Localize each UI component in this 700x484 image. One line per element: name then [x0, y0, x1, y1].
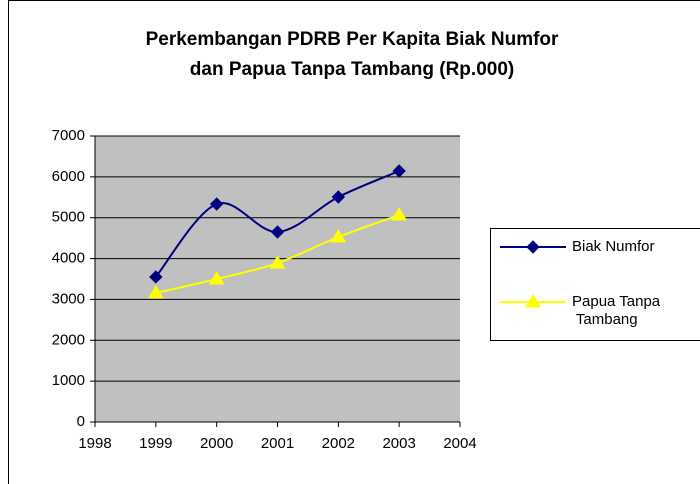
marker [270, 225, 285, 239]
marker [391, 207, 408, 221]
y-tick-label: 1000 [52, 372, 85, 389]
y-tick-label: 5000 [52, 209, 85, 226]
y-tick-label: 7000 [52, 127, 85, 144]
x-tick-label: 1999 [139, 435, 172, 452]
y-tick-label: 4000 [52, 250, 85, 267]
marker [392, 164, 406, 178]
x-tick-label: 2000 [200, 435, 233, 452]
y-tick-label: 0 [77, 413, 85, 430]
marker [331, 190, 346, 204]
marker [149, 270, 163, 284]
x-tick-label: 2003 [382, 435, 415, 452]
y-tick-label: 2000 [52, 331, 85, 348]
chart-title: Perkembangan PDRB Per Kapita Biak Numfor [146, 29, 559, 50]
x-tick-label: 2004 [443, 435, 476, 452]
marker [209, 197, 224, 211]
x-tick-label: 1998 [78, 435, 111, 452]
legend-label: Papua Tanpa Tambang [572, 293, 661, 328]
plot-area [95, 136, 460, 422]
marker [525, 294, 541, 308]
marker [208, 271, 225, 285]
x-tick-label: 2001 [261, 435, 294, 452]
legend-label: Biak Numfor [572, 238, 655, 255]
marker [147, 285, 164, 299]
marker [330, 229, 347, 243]
marker [269, 255, 286, 269]
x-tick-label: 2002 [322, 435, 355, 452]
y-tick-label: 6000 [52, 168, 85, 185]
marker [526, 240, 540, 254]
y-tick-label: 3000 [52, 290, 85, 307]
chart-title: dan Papua Tanpa Tambang (Rp.000) [190, 59, 514, 80]
